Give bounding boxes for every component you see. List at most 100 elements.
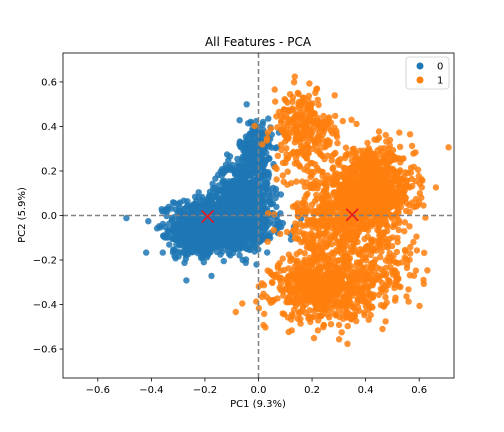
- data-point: [197, 244, 204, 252]
- data-point: [181, 226, 188, 233]
- data-point: [330, 291, 338, 299]
- data-point: [247, 186, 254, 193]
- data-point: [366, 198, 373, 205]
- data-point: [199, 239, 206, 247]
- data-point: [278, 146, 285, 154]
- data-point: [335, 286, 343, 293]
- data-point: [191, 193, 199, 200]
- data-point: [248, 140, 256, 147]
- data-point: [319, 168, 326, 175]
- data-point: [392, 175, 400, 182]
- y-tick-label: −0.6: [33, 345, 57, 356]
- data-point: [265, 115, 272, 122]
- data-point: [316, 203, 323, 210]
- data-point: [406, 131, 414, 138]
- data-point: [415, 172, 422, 180]
- data-point: [261, 191, 268, 198]
- data-point: [216, 187, 224, 194]
- data-point: [339, 117, 346, 125]
- data-point: [297, 320, 304, 327]
- data-point: [396, 129, 403, 136]
- data-point: [271, 86, 278, 93]
- data-point: [418, 184, 425, 191]
- data-point: [290, 79, 298, 86]
- data-point: [303, 244, 311, 251]
- data-point: [387, 180, 394, 187]
- data-point: [163, 212, 170, 220]
- data-point: [421, 249, 428, 256]
- data-point: [186, 222, 193, 230]
- data-point: [403, 264, 411, 272]
- data-point: [325, 120, 332, 128]
- data-point: [191, 213, 198, 220]
- data-point: [358, 219, 365, 226]
- data-point: [349, 146, 356, 153]
- data-point: [397, 203, 405, 210]
- data-point: [337, 207, 344, 215]
- chart-title: All Features - PCA: [205, 35, 312, 49]
- data-point: [294, 257, 301, 265]
- data-point: [410, 272, 418, 279]
- data-point: [315, 101, 322, 109]
- data-point: [391, 284, 398, 292]
- data-point: [273, 165, 280, 172]
- data-point: [292, 287, 299, 294]
- data-point: [356, 259, 363, 266]
- data-point: [302, 301, 310, 308]
- data-point: [209, 222, 217, 229]
- data-point: [353, 120, 360, 128]
- data-point: [344, 340, 351, 347]
- legend: 01: [405, 56, 450, 90]
- data-point: [342, 152, 349, 159]
- data-point: [171, 199, 178, 207]
- data-point: [320, 240, 328, 247]
- data-point: [181, 216, 188, 223]
- data-point: [319, 152, 326, 159]
- data-point: [432, 184, 440, 191]
- data-point: [306, 114, 314, 121]
- data-point: [296, 138, 304, 146]
- data-point: [361, 309, 368, 316]
- data-point: [313, 86, 320, 93]
- data-point: [335, 336, 343, 343]
- data-point: [220, 257, 227, 265]
- data-point: [204, 207, 211, 214]
- data-point: [183, 277, 190, 284]
- data-point: [366, 174, 373, 181]
- data-point: [243, 242, 250, 249]
- data-point: [327, 321, 335, 328]
- data-point: [396, 143, 404, 150]
- data-point: [292, 220, 299, 227]
- data-point: [282, 276, 290, 283]
- data-point: [218, 223, 225, 230]
- data-point: [377, 253, 384, 261]
- data-point: [344, 322, 351, 330]
- data-point: [363, 257, 370, 264]
- data-point: [326, 314, 333, 321]
- data-point: [445, 144, 452, 151]
- data-point: [337, 182, 345, 189]
- data-point: [262, 158, 269, 165]
- x-tick-label: 0.2: [304, 385, 320, 396]
- data-point: [304, 167, 311, 175]
- data-point: [392, 294, 399, 301]
- data-point: [299, 115, 306, 122]
- data-point: [258, 228, 266, 235]
- data-point: [295, 90, 302, 98]
- data-point: [324, 217, 332, 224]
- data-point: [271, 296, 278, 303]
- data-point: [314, 121, 322, 129]
- data-point: [275, 223, 283, 230]
- data-point: [317, 179, 324, 186]
- data-point: [318, 291, 325, 298]
- data-point: [340, 239, 347, 246]
- data-point: [277, 274, 285, 281]
- data-point: [247, 166, 255, 173]
- data-point: [145, 218, 152, 225]
- data-point: [352, 167, 360, 175]
- data-point: [293, 178, 300, 185]
- data-point: [350, 304, 357, 311]
- data-point: [195, 189, 202, 196]
- data-point: [286, 287, 293, 294]
- data-point: [258, 208, 265, 215]
